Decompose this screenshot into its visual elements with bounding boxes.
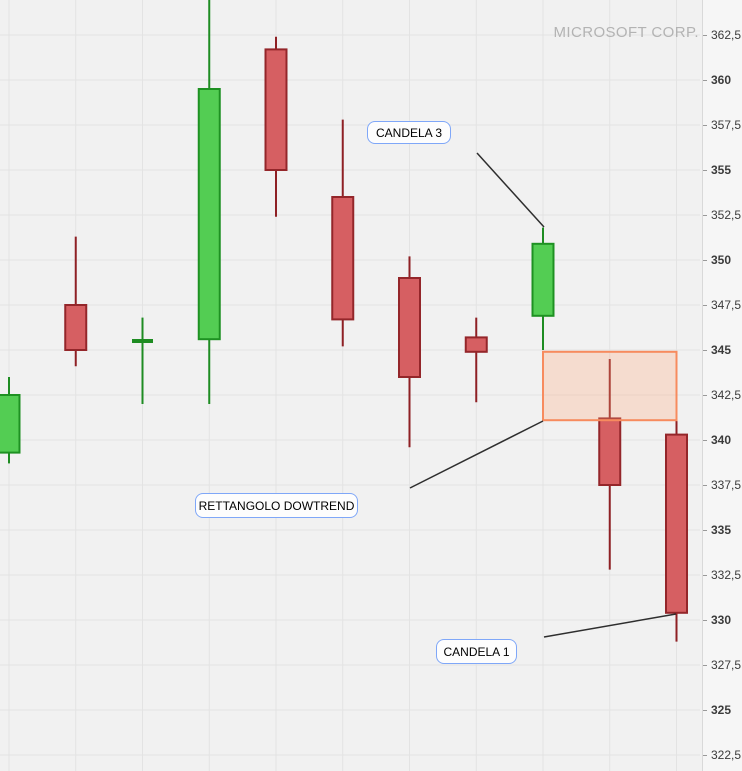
downtrend-highlight-rectangle xyxy=(542,350,678,422)
price-tick-label: 345 xyxy=(703,343,731,357)
price-tick-text: 362,5 xyxy=(711,28,742,42)
annotation-label-candela-1[interactable]: CANDELA 1 xyxy=(436,639,517,664)
price-tick-label: 360 xyxy=(703,73,731,87)
axis-tick-mark xyxy=(703,259,707,261)
price-tick-text: 337,5 xyxy=(711,478,742,492)
price-tick-label: 325 xyxy=(703,703,731,717)
candle-doji-bar xyxy=(132,339,153,343)
price-tick-text: 335 xyxy=(711,523,732,537)
candle-body-down xyxy=(264,48,288,171)
price-tick-text: 330 xyxy=(711,613,732,627)
candle-body-down xyxy=(331,196,355,321)
axis-tick-mark xyxy=(703,394,707,396)
price-tick-label: 330 xyxy=(703,613,731,627)
annotation-callout-line xyxy=(409,420,544,489)
candle-body-up xyxy=(0,394,21,454)
price-tick-label: 322,5 xyxy=(703,748,741,762)
price-tick-label: 335 xyxy=(703,523,731,537)
axis-tick-mark xyxy=(703,439,707,441)
axis-tick-mark xyxy=(703,574,707,576)
price-tick-label: 337,5 xyxy=(703,478,741,492)
price-tick-label: 350 xyxy=(703,253,731,267)
price-tick-label: 357,5 xyxy=(703,118,741,132)
price-tick-text: 340 xyxy=(711,433,732,447)
candle-body-down xyxy=(64,304,88,351)
price-tick-label: 362,5 xyxy=(703,28,741,42)
price-tick-label: 332,5 xyxy=(703,568,741,582)
axis-tick-mark xyxy=(703,349,707,351)
price-tick-text: 345 xyxy=(711,343,732,357)
axis-tick-mark xyxy=(703,79,707,81)
candle-body-down xyxy=(464,336,488,353)
price-tick-text: 350 xyxy=(711,253,732,267)
annotation-label-candela-3[interactable]: CANDELA 3 xyxy=(367,121,451,144)
price-tick-label: 355 xyxy=(703,163,731,177)
annotation-callout-line xyxy=(543,613,677,638)
axis-tick-mark xyxy=(703,304,707,306)
axis-tick-mark xyxy=(703,664,707,666)
axis-tick-mark xyxy=(703,529,707,531)
price-tick-text: 347,5 xyxy=(711,298,742,312)
candle-body-down xyxy=(598,417,622,486)
price-tick-text: 342,5 xyxy=(711,388,742,402)
axis-tick-mark xyxy=(703,619,707,621)
price-tick-text: 357,5 xyxy=(711,118,742,132)
axis-tick-mark xyxy=(703,34,707,36)
annotation-label-rettangolo-dowtrend[interactable]: RETTANGOLO DOWTREND xyxy=(195,493,358,518)
axis-tick-mark xyxy=(703,169,707,171)
price-tick-label: 327,5 xyxy=(703,658,741,672)
symbol-watermark: MICROSOFT CORP. xyxy=(553,24,699,41)
candle-body-down xyxy=(665,433,688,614)
annotation-callout-line xyxy=(476,152,545,228)
price-tick-label: 347,5 xyxy=(703,298,741,312)
price-tick-label: 340 xyxy=(703,433,731,447)
price-tick-text: 325 xyxy=(711,703,732,717)
axis-tick-mark xyxy=(703,709,707,711)
axis-tick-mark xyxy=(703,214,707,216)
price-tick-label: 352,5 xyxy=(703,208,741,222)
price-tick-label: 342,5 xyxy=(703,388,741,402)
axis-tick-mark xyxy=(703,754,707,756)
price-tick-text: 332,5 xyxy=(711,568,742,582)
candle-body-up xyxy=(197,88,221,341)
candle-body-down xyxy=(398,277,421,378)
price-tick-text: 360 xyxy=(711,73,732,87)
price-tick-text: 327,5 xyxy=(711,658,742,672)
price-tick-text: 355 xyxy=(711,163,732,177)
price-tick-text: 322,5 xyxy=(711,748,742,762)
price-axis[interactable]: 362,5 360 357,5 355 352,5 350 347,5 345 342,5 340… xyxy=(702,0,742,771)
axis-tick-mark xyxy=(703,124,707,126)
candle-body-up xyxy=(531,242,555,317)
price-tick-text: 352,5 xyxy=(711,208,742,222)
axis-tick-mark xyxy=(703,484,707,486)
